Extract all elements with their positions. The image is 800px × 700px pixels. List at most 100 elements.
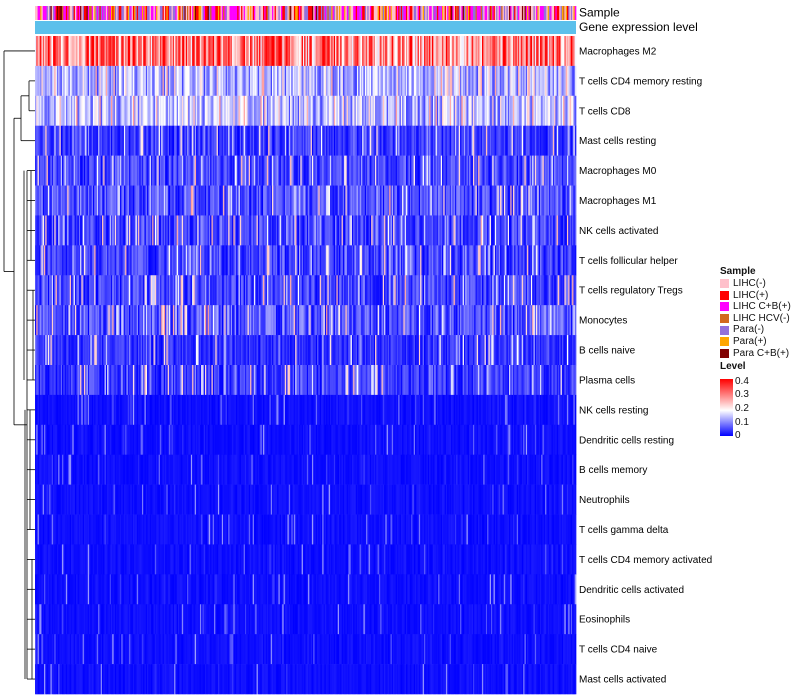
heat-cell xyxy=(505,36,507,67)
heat-cell xyxy=(94,335,96,366)
heat-cell xyxy=(198,215,201,246)
heat-cell xyxy=(161,305,163,336)
heat-cell xyxy=(53,36,55,67)
heat-cell xyxy=(293,335,296,366)
heat-cell xyxy=(314,215,317,246)
heat-cell xyxy=(46,95,49,127)
sample-cell xyxy=(85,6,87,20)
heat-cell xyxy=(511,65,514,97)
heat-cell xyxy=(555,65,558,97)
heat-cell xyxy=(457,36,460,67)
heat-cell xyxy=(259,275,261,306)
heat-cell xyxy=(405,95,408,127)
sample-cell xyxy=(74,6,77,20)
heat-cell xyxy=(129,155,131,186)
heat-cell xyxy=(373,185,376,216)
heat-cell xyxy=(420,335,422,366)
heat-cell xyxy=(463,185,466,216)
sample-cell xyxy=(261,6,264,20)
heat-cell xyxy=(42,245,45,276)
heat-cell xyxy=(85,65,87,97)
heat-cell xyxy=(320,245,323,276)
sample-cell xyxy=(466,6,469,20)
heat-cell xyxy=(559,155,561,186)
heat-cell xyxy=(188,305,190,336)
heat-cell xyxy=(158,125,161,156)
heat-cell xyxy=(320,36,323,67)
heat-cell xyxy=(177,275,180,306)
heat-cell xyxy=(284,36,287,67)
sample-cell xyxy=(174,6,176,20)
heat-cell xyxy=(98,335,100,366)
heat-cell xyxy=(238,305,241,336)
heat-cell xyxy=(237,245,239,276)
heat-cell xyxy=(300,36,302,67)
heat-cell xyxy=(313,185,315,216)
heat-cell xyxy=(369,245,372,276)
heat-cell xyxy=(247,65,250,97)
heat-cell xyxy=(449,125,452,156)
heat-cell xyxy=(41,305,44,336)
heat-cell xyxy=(238,95,241,127)
heat-cell xyxy=(103,335,105,366)
heat-cell xyxy=(398,125,400,156)
heat-cell xyxy=(500,65,502,97)
heat-cell xyxy=(430,36,433,67)
heat-cell xyxy=(143,36,145,67)
heat-cell xyxy=(529,215,532,246)
heat-cell xyxy=(431,155,434,186)
heat-cell xyxy=(554,275,556,306)
heat-cell xyxy=(42,155,45,186)
heat-cell xyxy=(241,125,243,156)
heat-cell xyxy=(420,95,422,127)
heat-cell xyxy=(475,245,478,276)
heat-cell xyxy=(232,305,234,336)
heat-cell xyxy=(210,185,212,216)
heat-cell xyxy=(184,215,187,246)
heat-cell xyxy=(333,335,336,366)
heat-cell xyxy=(357,245,359,276)
heat-cell xyxy=(560,275,563,306)
heat-cell xyxy=(326,335,328,366)
heat-cell xyxy=(65,36,68,67)
heat-cell xyxy=(457,335,460,366)
heat-cell xyxy=(275,245,278,276)
heat-cell xyxy=(96,65,99,97)
heat-cell xyxy=(123,125,126,156)
sample-cell xyxy=(336,6,339,20)
heat-cell xyxy=(87,215,90,246)
heat-cell xyxy=(35,155,37,186)
heat-cell xyxy=(190,95,193,127)
heat-cell xyxy=(515,335,518,366)
heat-cell xyxy=(104,305,107,336)
sample-cell xyxy=(552,6,555,20)
heat-cell xyxy=(417,185,420,216)
heat-cell xyxy=(297,245,300,276)
heat-cell xyxy=(275,155,278,186)
heat-cell xyxy=(127,275,130,306)
heat-cell xyxy=(216,125,219,156)
heat-cell xyxy=(369,65,372,97)
heat-cell xyxy=(443,125,445,156)
sample-cell xyxy=(425,6,427,20)
heat-cell xyxy=(554,155,556,186)
heat-cell xyxy=(306,335,309,366)
heat-cell xyxy=(465,185,467,216)
heat-cell xyxy=(156,245,158,276)
heat-cell xyxy=(235,335,238,366)
heat-cell xyxy=(286,185,288,216)
heat-cell xyxy=(223,125,225,156)
heat-cell xyxy=(422,155,425,186)
heat-cell xyxy=(109,65,112,97)
heat-cell xyxy=(498,65,501,97)
heat-cell xyxy=(438,36,440,67)
heat-cell xyxy=(317,215,319,246)
heat-cell xyxy=(572,155,574,186)
heat-cell xyxy=(257,275,260,306)
heat-cell xyxy=(163,125,166,156)
heat-cell xyxy=(238,275,241,306)
heat-cell xyxy=(331,215,333,246)
heat-cell xyxy=(62,335,64,366)
heat-cell xyxy=(399,305,402,336)
heat-cell xyxy=(408,245,411,276)
